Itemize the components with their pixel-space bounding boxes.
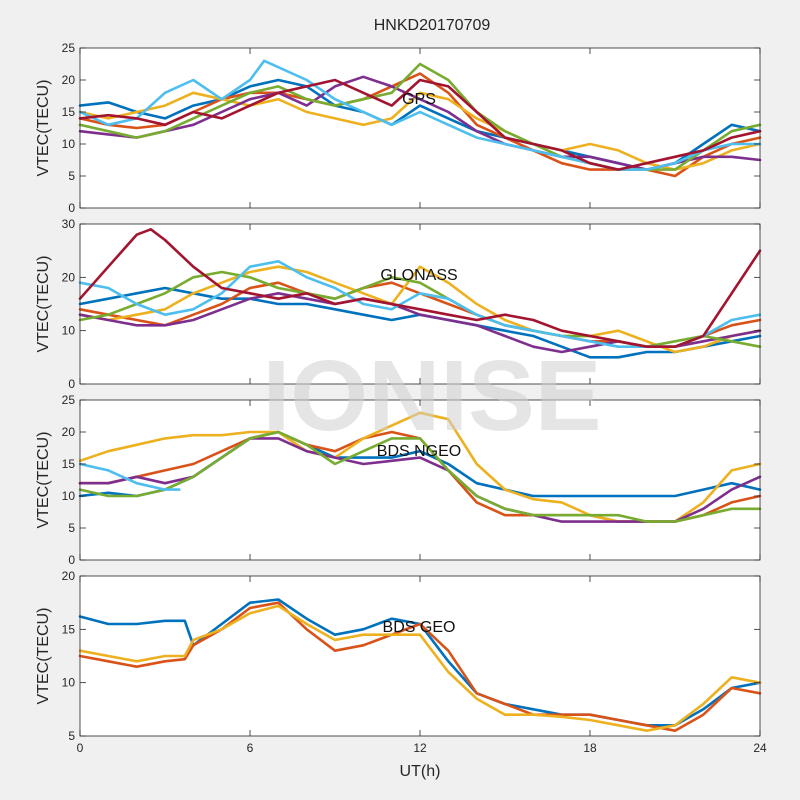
y-axis-label: VTEC(TECU) [35, 432, 52, 529]
y-tick-label: 10 [62, 324, 76, 338]
x-tick-label: 0 [77, 741, 84, 755]
series-line-6 [78, 59, 762, 171]
series-line-6 [78, 462, 181, 491]
series-line-2 [78, 601, 762, 732]
plot-area [80, 224, 760, 384]
y-tick-label: 20 [62, 425, 76, 439]
panel-label: BDS GEO [383, 619, 456, 636]
y-tick-label: 0 [68, 553, 75, 567]
y-tick-label: 25 [62, 41, 76, 55]
y-tick-label: 5 [68, 169, 75, 183]
panel-1: 0 5 10 15 20 25 VTEC(TECU) GPS [35, 41, 762, 215]
y-tick-label: 5 [68, 521, 75, 535]
x-tick-label: 18 [583, 741, 597, 755]
x-tick-label: 6 [247, 741, 254, 755]
y-tick-label: 10 [62, 137, 76, 151]
series-line-3 [78, 265, 762, 354]
y-tick-label: 30 [62, 217, 76, 231]
series-line-5 [78, 430, 762, 523]
y-tick-label: 20 [62, 73, 76, 87]
panel-2: 0 10 20 30 VTEC(TECU) GLONASS [35, 217, 762, 391]
y-tick-label: 20 [62, 270, 76, 284]
panel-label: GLONASS [380, 267, 457, 284]
y-tick-label: 15 [62, 105, 76, 119]
y-axis-label: VTEC(TECU) [35, 80, 52, 177]
watermark: IONISE [263, 340, 602, 452]
plot-area [80, 576, 760, 736]
series-line-3 [78, 604, 762, 732]
y-tick-label: 0 [68, 201, 75, 215]
series-line-7 [78, 228, 762, 348]
y-tick-label: 5 [68, 729, 75, 743]
x-axis-label: UT(h) [400, 763, 441, 780]
y-tick-label: 25 [62, 393, 76, 407]
series-line-7 [78, 78, 762, 171]
panel-3: 0 5 10 15 20 25 VTEC(TECU) BDS NGEO [35, 393, 762, 567]
y-tick-label: 20 [62, 569, 76, 583]
y-tick-label: 10 [62, 676, 76, 690]
y-axis-label: VTEC(TECU) [35, 256, 52, 353]
y-axis-label: VTEC(TECU) [35, 608, 52, 705]
panel-label: BDS NGEO [377, 443, 461, 460]
y-tick-label: 15 [62, 457, 76, 471]
plot-area [80, 400, 760, 560]
panel-label: GPS [402, 91, 436, 108]
y-tick-label: 10 [62, 489, 76, 503]
y-tick-label: 15 [62, 622, 76, 636]
y-tick-label: 0 [68, 377, 75, 391]
x-tick-label: 12 [413, 741, 427, 755]
x-tick-label: 24 [753, 741, 767, 755]
figure-title: HNKD20170709 [374, 17, 491, 34]
panel-4: 5 10 15 20 0 6 12 18 24 VTEC(TECU) BDS GEO [35, 569, 767, 755]
